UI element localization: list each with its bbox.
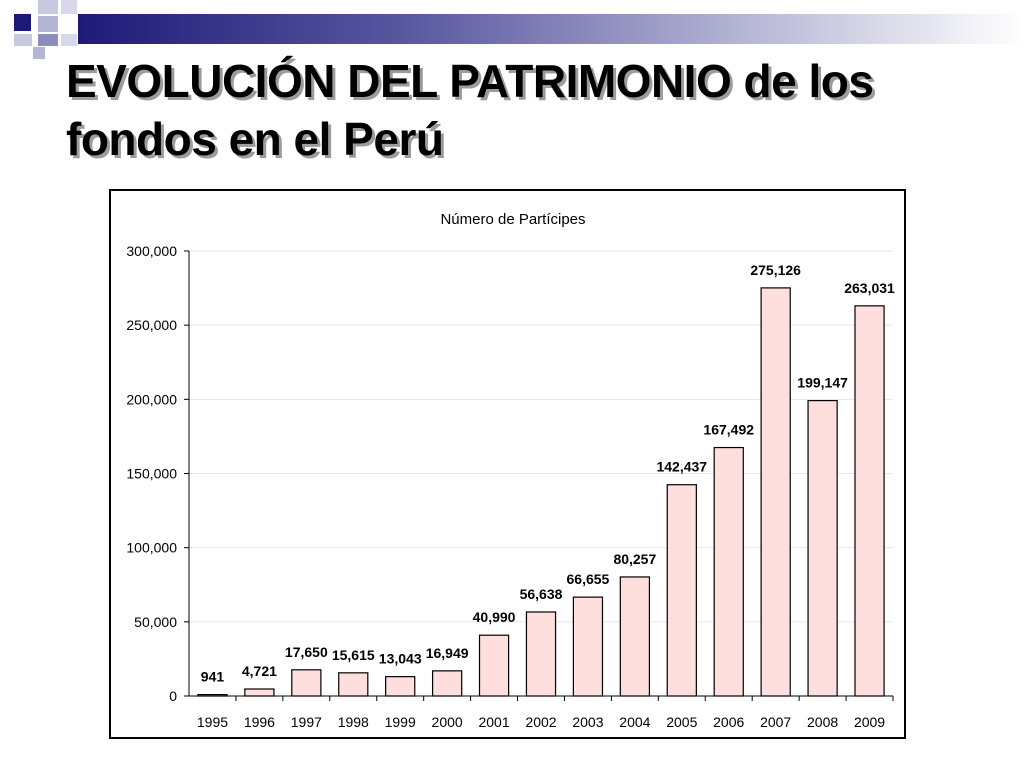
decor-square-mid	[14, 34, 32, 46]
data-label: 17,650	[285, 644, 328, 660]
chart-frame: Número de Partícipes 0 50,000 100,000 150,00…	[109, 189, 906, 739]
data-label: 56,638	[520, 586, 563, 602]
x-tick-label: 1996	[244, 714, 275, 730]
decor-square-light	[61, 34, 77, 46]
x-tick-label: 1997	[291, 714, 322, 730]
y-tick-label: 250,000	[126, 317, 177, 333]
y-tick-label: 200,000	[126, 391, 177, 407]
chart-title: Número de Partícipes	[440, 211, 585, 228]
x-tick-label: 2003	[572, 714, 603, 730]
y-tick-label: 100,000	[126, 540, 177, 556]
data-label: 142,437	[656, 459, 707, 475]
bar	[478, 634, 510, 697]
decor-square-light	[33, 47, 45, 59]
x-tick-label: 2004	[619, 714, 650, 730]
data-label: 4,721	[242, 663, 277, 679]
y-tick-label: 50,000	[134, 614, 177, 630]
x-tick-label: 1995	[197, 714, 228, 730]
decor-square-mid	[38, 34, 58, 46]
bar	[760, 287, 791, 697]
x-tick-label: 2008	[807, 714, 838, 730]
decor-square-navy	[14, 14, 31, 31]
x-tick-label: 1998	[338, 714, 369, 730]
bar	[385, 676, 416, 697]
bar	[291, 669, 322, 697]
x-tick-label: 2005	[666, 714, 697, 730]
decor-square-light	[38, 16, 58, 32]
data-label: 941	[201, 669, 225, 685]
header-band	[78, 14, 1024, 44]
data-label: 275,126	[750, 262, 801, 278]
y-tick-label: 300,000	[126, 243, 177, 259]
x-tick-label: 1999	[385, 714, 416, 730]
data-label: 199,147	[797, 375, 848, 391]
y-tick-label: 0	[169, 688, 177, 704]
x-tick-label: 2000	[432, 714, 463, 730]
bar	[525, 611, 557, 697]
page-title: EVOLUCIÓN DEL PATRIMONIO de los fondos e…	[66, 55, 874, 165]
x-tick-label: 2009	[854, 714, 885, 730]
y-tick-label: 150,000	[126, 466, 177, 482]
bar-chart: Número de Partícipes 0 50,000 100,000 150,00…	[126, 211, 895, 730]
decor-square-light	[38, 0, 58, 14]
bar	[666, 484, 697, 697]
bar	[197, 694, 228, 697]
bar	[807, 399, 838, 697]
data-label: 40,990	[473, 609, 516, 625]
x-tick-label: 2006	[713, 714, 744, 730]
bar	[338, 672, 369, 697]
data-label: 263,031	[844, 280, 895, 296]
bar	[572, 596, 604, 697]
decor-square-light	[61, 0, 77, 14]
data-label: 80,257	[613, 551, 656, 567]
bar	[713, 446, 744, 697]
data-label: 16,949	[426, 645, 469, 661]
x-tick-label: 2001	[478, 714, 509, 730]
data-label: 66,655	[567, 571, 610, 587]
data-label: 167,492	[703, 422, 754, 438]
data-label: 15,615	[332, 647, 375, 663]
data-label: 13,043	[379, 651, 422, 667]
x-tick-label: 2002	[525, 714, 556, 730]
bar	[431, 670, 463, 697]
bar	[244, 688, 275, 697]
bar	[619, 576, 651, 697]
bar	[854, 305, 885, 697]
x-tick-label: 2007	[760, 714, 791, 730]
